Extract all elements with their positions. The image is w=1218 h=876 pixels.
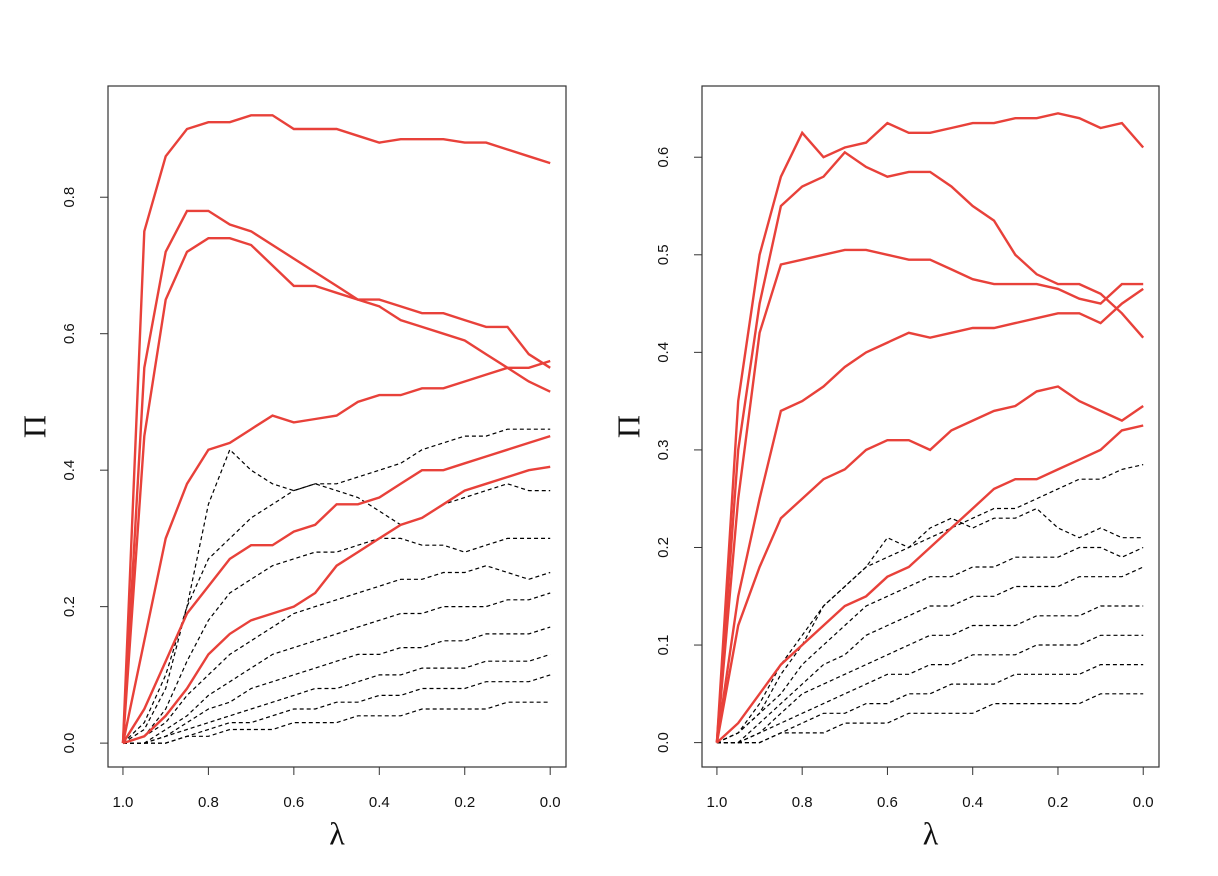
stability-path: [121, 237, 551, 744]
stability-path: [715, 385, 1144, 743]
x-tick-label: 0.4: [369, 794, 390, 811]
dashed-path: [123, 674, 551, 744]
dashed-path: [122, 448, 551, 744]
y-axis-label: Π: [610, 415, 646, 438]
x-tick-label: 0.2: [1048, 794, 1069, 811]
panel: 1.0 0.8 0.6 0.4 0.2 0.0 0.0 0.2 0.4 0.6 0.8 λ Π: [16, 85, 567, 851]
dashed-path: [716, 693, 1144, 744]
dashed-path: [122, 537, 551, 744]
y-axis-label: Π: [16, 415, 52, 438]
y-tick-label: 0.3: [655, 439, 672, 460]
plot-frame: [701, 85, 1160, 768]
dashed-path: [123, 701, 551, 744]
y-tick-label: 0.2: [61, 596, 78, 617]
y-tick-label: 0.4: [655, 342, 672, 363]
y-tick-label: 0.8: [61, 187, 78, 208]
stability-path: [121, 434, 551, 744]
dashed-path: [716, 605, 1144, 744]
x-axis-label: λ: [329, 815, 345, 851]
dashed-path: [123, 653, 551, 744]
stability-path: [121, 209, 551, 744]
y-tick-label: 0.0: [61, 733, 78, 754]
dashed-path: [716, 507, 1144, 744]
y-tick-label: 0.1: [655, 635, 672, 656]
x-tick-label: 1.0: [113, 794, 134, 811]
y-tick-label: 0.6: [61, 323, 78, 344]
x-tick-label: 0.2: [454, 794, 475, 811]
y-tick-label: 0.6: [655, 147, 672, 168]
x-tick-label: 1.0: [706, 794, 727, 811]
x-tick-label: 0.0: [540, 794, 561, 811]
stability-path: [715, 150, 1145, 743]
dashed-path: [122, 428, 551, 744]
x-tick-label: 0.6: [283, 794, 304, 811]
y-tick-label: 0.5: [655, 244, 672, 265]
stability-path: [121, 366, 551, 744]
dashed-path: [122, 565, 551, 744]
stability-path: [715, 248, 1144, 743]
dashed-path: [716, 566, 1144, 744]
dashed-path: [716, 634, 1144, 744]
plot-frame: [107, 85, 567, 768]
dashed-path: [716, 464, 1144, 744]
x-tick-label: 0.4: [962, 794, 983, 811]
y-tick-label: 0.4: [61, 460, 78, 481]
x-tick-label: 0.8: [792, 794, 813, 811]
x-tick-label: 0.6: [877, 794, 898, 811]
y-tick-label: 0.2: [655, 537, 672, 558]
panel: 1.0 0.8 0.6 0.4 0.2 0.0 0.0 0.1 0.2 0.3 0.4 0.5 0.6 λ…: [610, 85, 1160, 851]
stability-path: [121, 114, 551, 744]
dashed-path: [716, 546, 1144, 744]
dashed-path: [716, 664, 1144, 744]
y-tick-label: 0.0: [655, 732, 672, 753]
stability-path: [716, 424, 1144, 744]
dashed-path: [123, 626, 551, 744]
stability-path: [715, 287, 1144, 743]
stability-path: [715, 112, 1145, 743]
x-axis-label: λ: [923, 815, 939, 851]
stability-path: [122, 465, 551, 745]
x-tick-label: 0.8: [198, 794, 219, 811]
x-tick-label: 0.0: [1133, 794, 1154, 811]
